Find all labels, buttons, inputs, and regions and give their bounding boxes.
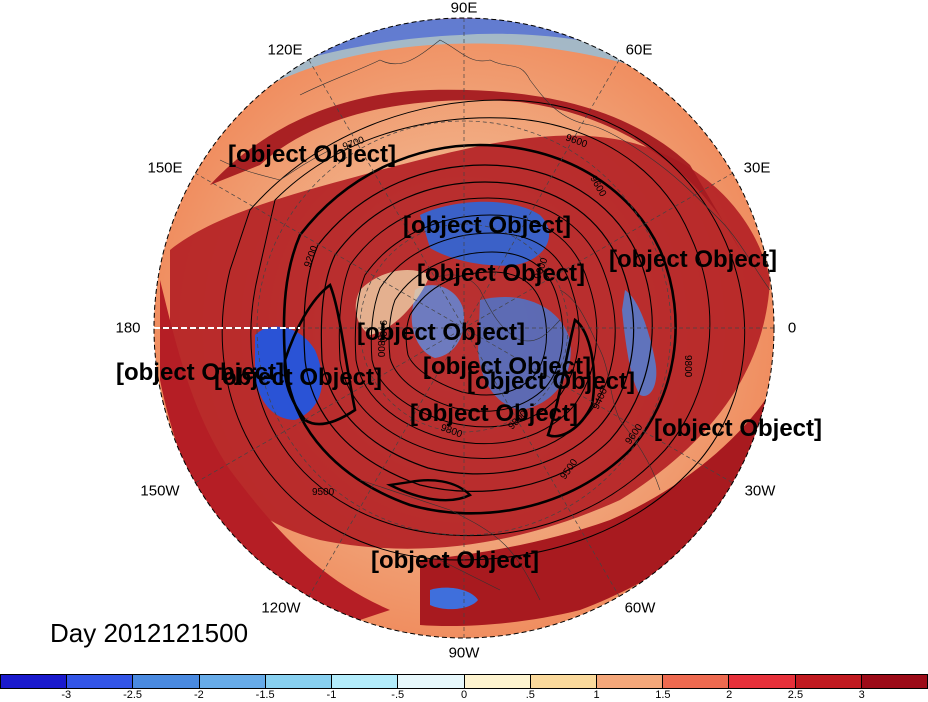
colorbar-tick-label: .5: [525, 689, 535, 701]
lon-label-90w: 90W: [448, 644, 480, 662]
colorbar-swatch: [332, 675, 399, 688]
colorbar-swatch: [398, 675, 465, 688]
lon-label-0: 0: [787, 319, 797, 337]
colorbar-tick-label: -2.5: [123, 689, 143, 701]
high-pressure-marker: [object Object]: [422, 353, 592, 380]
high-pressure-marker: [object Object]: [608, 246, 778, 273]
colorbar-tick-label: 2.5: [787, 689, 804, 701]
colorbar-swatch: [464, 675, 531, 688]
colorbar-swatch: [199, 675, 266, 688]
contour-label: 9400: [377, 320, 388, 343]
globe-outline: [153, 17, 775, 639]
lon-label-120w: 120W: [261, 599, 301, 617]
colorbar: [0, 674, 928, 689]
lon-label-30e: 30E: [743, 159, 771, 177]
lon-label-120e: 120E: [267, 41, 303, 59]
lon-label-150e: 150E: [147, 159, 183, 177]
lat-lon-grid: [154, 18, 774, 638]
low-pressure-marker: [object Object]: [356, 319, 526, 346]
colorbar-swatch: [729, 675, 796, 688]
high-pressure-marker: [object Object]: [227, 141, 397, 168]
high-pressure-marker: [object Object]: [213, 364, 383, 391]
colorbar-swatch: [795, 675, 862, 688]
high-pressure-marker: [object Object]: [115, 359, 285, 386]
colorbar-tick-label: -1.5: [255, 689, 275, 701]
colorbar-swatch: [596, 675, 664, 688]
contour-label: 9500: [312, 487, 335, 498]
lon-label-30w: 30W: [744, 482, 776, 500]
colorbar-tick-label: -.5: [391, 689, 405, 701]
colorbar-tick-label: 1: [593, 689, 600, 701]
contour-label: 8800: [375, 335, 386, 358]
colorbar-swatch: [663, 675, 730, 688]
contour-lines: [221, 99, 746, 561]
lon-label-150w: 150W: [140, 482, 180, 500]
colorbar-tick-label: 0: [460, 689, 468, 701]
colorbar-swatch: [1, 675, 68, 688]
colorbar-swatch: [67, 675, 134, 688]
high-pressure-marker: [object Object]: [653, 415, 823, 442]
colorbar-tick-label: 3: [858, 689, 865, 701]
high-pressure-marker: [object Object]: [416, 260, 586, 287]
low-pressure-marker: [object Object]: [466, 368, 636, 395]
high-pressure-marker: [object Object]: [370, 547, 540, 574]
contour-label: 9800: [682, 355, 693, 378]
colorbar-tick-label: 1.5: [655, 689, 671, 701]
day-label: Day 2012121500: [50, 618, 249, 648]
lon-label-60w: 60W: [624, 599, 656, 617]
colorbar-swatch: [133, 675, 200, 688]
colorbar-tick-label: 2: [726, 689, 733, 701]
coastlines: [219, 39, 771, 601]
lon-label-90e: 90E: [450, 0, 478, 17]
colorbar-swatch: [861, 675, 928, 688]
colorbar-swatch: [265, 675, 333, 688]
low-pressure-marker: [object Object]: [402, 212, 572, 239]
colorbar-tick-label: -2: [193, 689, 204, 701]
colorbar-tick-label: -1: [326, 689, 337, 701]
colorbar-labels: -3 -2.5 -2 -1.5 -1 -.5 0 .5 1 1.5 2 2.5 3: [0, 690, 928, 702]
lon-label-60e: 60E: [625, 41, 653, 59]
colorbar-swatch: [530, 675, 597, 688]
lon-label-180: 180: [115, 319, 141, 337]
low-pressure-marker: [object Object]: [409, 400, 579, 427]
colorbar-tick-label: -3: [61, 689, 72, 701]
